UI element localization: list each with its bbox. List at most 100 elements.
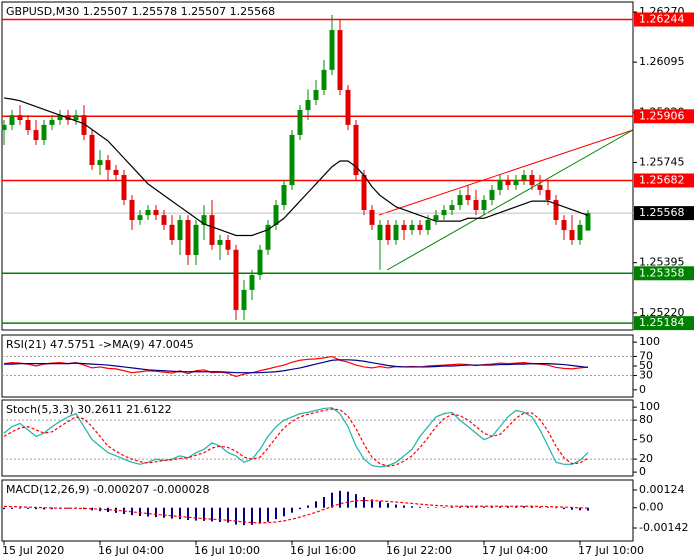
trend-line	[386, 129, 634, 271]
histogram-bar	[491, 506, 493, 508]
candle-body	[545, 189, 551, 200]
level-label-box	[634, 316, 694, 331]
histogram-bar	[571, 507, 573, 510]
level-label-box	[634, 109, 694, 124]
y-tick-label: -0.00142	[639, 521, 688, 534]
candle-body	[465, 195, 471, 200]
candle-body	[185, 219, 191, 255]
candle-body	[441, 209, 447, 216]
candle-body	[369, 209, 375, 225]
panel	[1, 479, 634, 542]
panel	[1, 399, 634, 477]
candle-body	[169, 224, 175, 241]
histogram-bar	[211, 507, 213, 522]
histogram-bar	[11, 507, 13, 509]
candle-body	[33, 130, 39, 141]
candle-body	[273, 205, 279, 225]
candle-body	[425, 219, 431, 231]
histogram-bar	[147, 507, 149, 517]
x-tick-label: 16 Jul 16:00	[290, 544, 356, 557]
candle-body	[289, 134, 295, 186]
x-tick-label: 16 Jul 10:00	[194, 544, 260, 557]
candle-body	[25, 120, 31, 131]
candle-body	[177, 219, 183, 241]
histogram-bar	[131, 507, 133, 516]
candle-body	[17, 115, 23, 121]
candle-body	[41, 124, 47, 141]
candle-body	[561, 219, 567, 231]
candle-body	[449, 205, 455, 210]
candle-body	[361, 175, 367, 210]
histogram-bar	[155, 507, 157, 518]
candle-body	[113, 169, 119, 176]
current-price-box	[634, 206, 694, 221]
panel	[1, 1, 634, 331]
histogram-bar	[411, 506, 413, 508]
candle-body	[81, 115, 87, 135]
histogram-bar	[371, 499, 373, 508]
histogram-bar	[451, 506, 453, 508]
candle-body	[353, 124, 359, 176]
y-tick-label: 1.26095	[639, 55, 685, 68]
candle-body	[385, 224, 391, 241]
level-label: 1.25906	[639, 109, 685, 122]
histogram-bar	[483, 506, 485, 508]
histogram-bar	[27, 507, 29, 509]
y-tick-label: 20	[639, 452, 653, 465]
histogram-bar	[419, 506, 421, 508]
candle-body	[329, 30, 335, 70]
candle-body	[393, 224, 399, 241]
histogram-bar	[499, 506, 501, 508]
candle-body	[505, 179, 511, 186]
histogram-bar	[363, 497, 365, 508]
histogram-bar	[43, 507, 45, 510]
candle-body	[553, 199, 559, 220]
candle-body	[57, 115, 63, 121]
histogram-bar	[507, 506, 509, 508]
candle-body	[225, 240, 231, 250]
panel-title: RSI(21) 47.5751 ->MA(9) 47.0045	[6, 338, 194, 351]
histogram-bar	[259, 507, 261, 524]
histogram-bar	[299, 507, 301, 510]
histogram-bar	[227, 507, 229, 523]
candle-body	[401, 224, 407, 231]
candle-body	[473, 199, 479, 210]
trend-line	[378, 129, 634, 216]
histogram-bar	[379, 501, 381, 508]
histogram-bar	[403, 505, 405, 508]
candle-body	[153, 209, 159, 216]
histogram-bar	[427, 507, 429, 508]
histogram-bar	[539, 506, 541, 508]
y-tick-label: 70	[639, 349, 653, 362]
candle-body	[489, 189, 495, 200]
histogram-bar	[243, 507, 245, 526]
level-label-box	[634, 173, 694, 188]
panel-title: Stoch(5,3,3) 30.2611 21.6122	[6, 403, 172, 416]
candle-body	[137, 215, 143, 220]
histogram-bar	[307, 505, 309, 508]
histogram-bar	[67, 507, 69, 509]
candle-body	[433, 215, 439, 220]
histogram-bar	[291, 507, 293, 513]
candle-body	[193, 224, 199, 255]
candle-body	[337, 30, 343, 90]
line-series	[3, 408, 589, 467]
histogram-bar	[35, 507, 37, 510]
candle-body	[409, 224, 415, 231]
y-tick-label: 100	[639, 400, 660, 413]
histogram-bar	[339, 490, 341, 508]
x-tick-label: 16 Jul 04:00	[98, 544, 164, 557]
candle-body	[217, 240, 223, 245]
candle-body	[481, 199, 487, 210]
histogram-bar	[267, 507, 269, 522]
candle-body	[297, 109, 303, 135]
level-label: 1.25184	[639, 316, 685, 329]
histogram-bar	[387, 503, 389, 508]
level-label: 1.26244	[639, 12, 685, 25]
line-series	[3, 97, 589, 237]
histogram-bar	[443, 507, 445, 508]
y-tick-label: 80	[639, 413, 653, 426]
histogram-bar	[235, 507, 237, 525]
histogram-bar	[475, 506, 477, 508]
